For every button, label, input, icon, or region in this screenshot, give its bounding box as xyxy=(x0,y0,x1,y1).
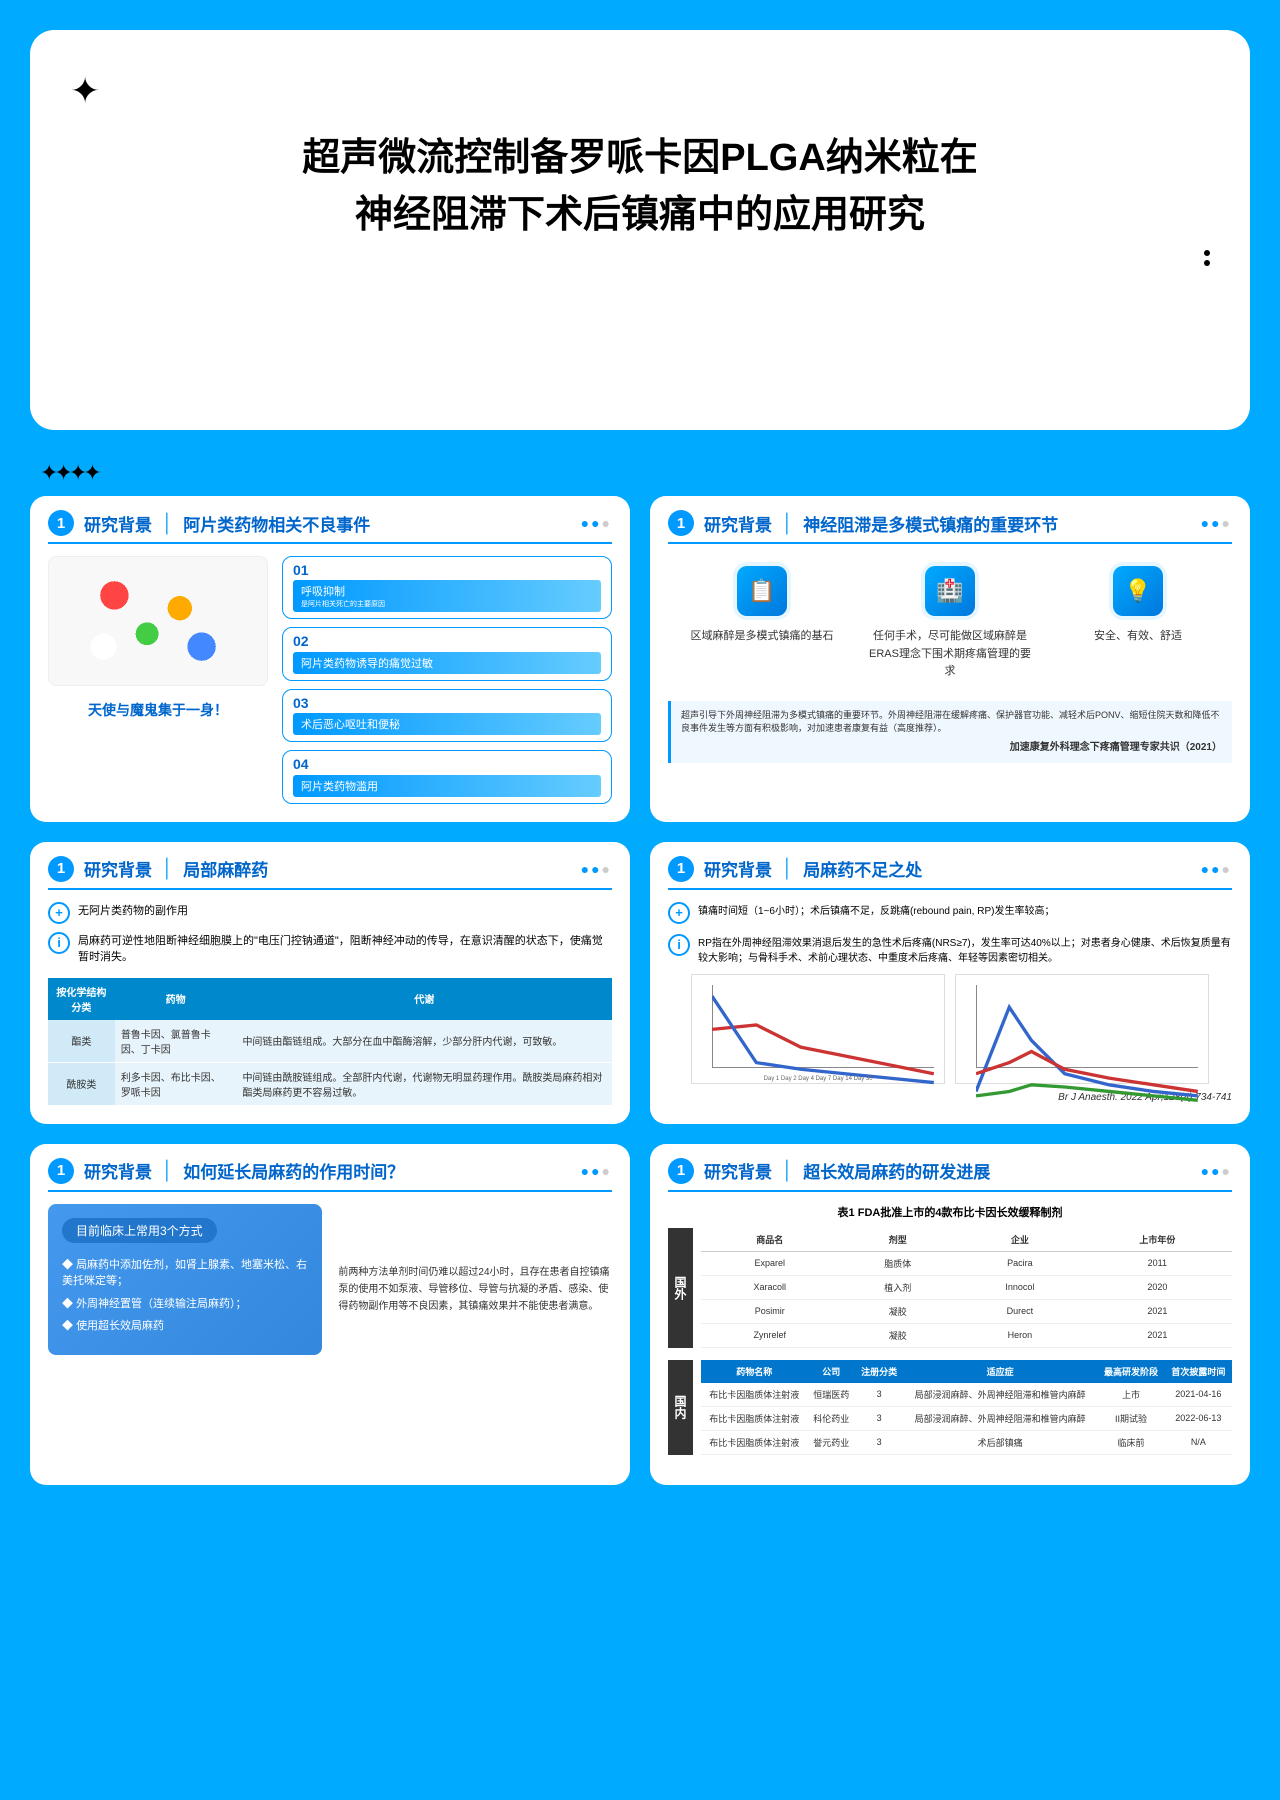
card-header: 1 研究背景 │ 阿片类药物相关不良事件 ●●● xyxy=(48,510,612,544)
table-row: Xaracoll植入剂Innocol2020 xyxy=(701,1275,1232,1299)
section-badge: 1 xyxy=(48,510,74,536)
domestic-products-table: 药物名称 公司 注册分类 适应症 最高研发阶段 首次披露时间 布比卡因脂质体注射… xyxy=(701,1360,1232,1455)
list-item: 01 呼吸抑制是阿片相关死亡的主要原因 xyxy=(282,556,612,619)
table-row: Zynrelef凝胶Heron2021 xyxy=(701,1323,1232,1347)
feature-box: 💡 安全、有效、舒适 xyxy=(1053,566,1222,681)
lightbulb-icon: 💡 xyxy=(1113,566,1163,616)
info-icon: i xyxy=(668,934,690,956)
card-local-anesthetic: 1 研究背景 │ 局部麻醉药 ●●● +无阿片类药物的副作用 i局麻药可逆性地阻… xyxy=(30,842,630,1124)
card-header: 1 研究背景 │ 神经阻滞是多模式镇痛的重要环节 ●●● xyxy=(668,510,1232,544)
table-row: 布比卡因脂质体注射液恒瑞医药3局部浸润麻醉、外周神经阻滞和椎管内麻醉上市2021… xyxy=(701,1383,1232,1407)
title-slide: ✦ 超声微流控制备罗哌卡因PLGA纳米粒在 神经阻滞下术后镇痛中的应用研究 xyxy=(30,30,1250,430)
section-label: 研究背景 xyxy=(84,511,152,536)
table-row: 布比卡因脂质体注射液科伦药业3局部浸润麻醉、外周神经阻滞和椎管内麻醉II期试验2… xyxy=(701,1406,1232,1430)
domestic-label: 国内 xyxy=(668,1360,693,1455)
pain-score-chart: Day 1 Day 2 Day 4 Day 7 Day 14 Day 30 xyxy=(691,974,945,1084)
decorative-dots xyxy=(1204,250,1210,266)
clipboard-icon: 📋 xyxy=(737,566,787,616)
feature-box: 📋 区域麻醉是多模式镇痛的基石 xyxy=(677,566,846,681)
feature-box: 🏥 任何手术，尽可能做区域麻醉是ERAS理念下围术期疼痛管理的要求 xyxy=(865,566,1034,681)
plus-icon: + xyxy=(668,902,690,924)
methods-box: 目前临床上常用3个方式 局麻药中添加佐剂，如肾上腺素、地塞米松、右美托咪定等； … xyxy=(48,1204,322,1355)
header-dots-icon: ●●● xyxy=(581,515,612,531)
card-title: 神经阻滞是多模式镇痛的重要环节 xyxy=(803,511,1058,536)
sparkle-icon: ✦ xyxy=(70,70,100,112)
drug-classification-table: 按化学结构分类 药物 代谢 酯类 普鲁卡因、氯普鲁卡因、丁卡因 中间链由酯链组成… xyxy=(48,978,612,1106)
card-header: 1 研究背景 │ 如何延长局麻药的作用时间？ ●●● xyxy=(48,1158,612,1192)
table-row: 酯类 普鲁卡因、氯普鲁卡因、丁卡因 中间链由酯链组成。大部分在血中酯酶溶解，少部… xyxy=(48,1020,612,1063)
card-header: 1 研究背景 │ 局部麻醉药 ●●● xyxy=(48,856,612,890)
info-icon: i xyxy=(48,932,70,954)
list-item: 02 阿片类药物诱导的痛觉过敏 xyxy=(282,627,612,680)
list-item: 04 阿片类药物滥用 xyxy=(282,750,612,803)
header-dots-icon: ●●● xyxy=(1201,515,1232,531)
adverse-list: 01 呼吸抑制是阿片相关死亡的主要原因 02 阿片类药物诱导的痛觉过敏 03 术… xyxy=(282,556,612,804)
pills-image xyxy=(48,556,268,686)
list-item: 03 术后恶心呕吐和便秘 xyxy=(282,689,612,742)
citation: 加速康复外科理念下疼痛管理专家共识（2021） xyxy=(681,740,1222,755)
foreign-products-table: 商品名 剂型 企业 上市年份 Exparel脂质体Pacira2011 Xara… xyxy=(701,1228,1232,1348)
card-header: 1 研究背景 │ 超长效局麻药的研发进展 ●●● xyxy=(668,1158,1232,1192)
card-title: 超长效局麻药的研发进展 xyxy=(803,1158,990,1183)
main-title: 超声微流控制备罗哌卡因PLGA纳米粒在 神经阻滞下术后镇痛中的应用研究 xyxy=(70,130,1210,244)
foreign-label: 国外 xyxy=(668,1228,693,1348)
table-row: Posimir凝胶Durect2021 xyxy=(701,1299,1232,1323)
methods-note: 前两种方法单剂时间仍难以超过24小时，且存在患者自控镇痛泵的使用不如泵液、导管移… xyxy=(338,1204,612,1315)
card-rd-progress: 1 研究背景 │ 超长效局麻药的研发进展 ●●● 表1 FDA批准上市的4款布比… xyxy=(650,1144,1250,1485)
card-limitations: 1 研究背景 │ 局麻药不足之处 ●●● +镇痛时间短（1~6小时）；术后镇痛不… xyxy=(650,842,1250,1124)
card-prolong-methods: 1 研究背景 │ 如何延长局麻药的作用时间？ ●●● 目前临床上常用3个方式 局… xyxy=(30,1144,630,1485)
card-title: 局麻药不足之处 xyxy=(803,856,922,881)
slide-grid: 1 研究背景 │ 阿片类药物相关不良事件 ●●● 天使与魔鬼集于一身！ 01 呼… xyxy=(30,496,1250,1485)
section-badge: 1 xyxy=(668,510,694,536)
hospital-icon: 🏥 xyxy=(925,566,975,616)
image-caption: 天使与魔鬼集于一身！ xyxy=(48,700,268,720)
list-item: 使用超长效局麻药 xyxy=(62,1318,308,1335)
footnote: 超声引导下外周神经阻滞为多模式镇痛的重要环节。外周神经阻滞在缓解疼痛、保护器官功… xyxy=(668,701,1232,763)
sparkle-row-icon: ✦✦✦✦ xyxy=(40,460,1250,486)
card-title: 局部麻醉药 xyxy=(183,856,268,881)
table-caption: 表1 FDA批准上市的4款布比卡因长效缓释制剂 xyxy=(668,1204,1232,1220)
list-item: 局麻药中添加佐剂，如肾上腺素、地塞米松、右美托咪定等； xyxy=(62,1257,308,1290)
rebound-pain-chart xyxy=(955,974,1209,1084)
card-title: 如何延长局麻药的作用时间？ xyxy=(183,1158,404,1183)
card-header: 1 研究背景 │ 局麻药不足之处 ●●● xyxy=(668,856,1232,890)
list-item: 外周神经置管（连续输注局麻药）； xyxy=(62,1296,308,1313)
table-row: 酰胺类 利多卡因、布比卡因、罗哌卡因 中间链由酰胺链组成。全部肝内代谢，代谢物无… xyxy=(48,1062,612,1105)
card-adverse-events: 1 研究背景 │ 阿片类药物相关不良事件 ●●● 天使与魔鬼集于一身！ 01 呼… xyxy=(30,496,630,822)
card-nerve-block: 1 研究背景 │ 神经阻滞是多模式镇痛的重要环节 ●●● 📋 区域麻醉是多模式镇… xyxy=(650,496,1250,822)
table-row: 布比卡因脂质体注射液誉元药业3术后部镇痛临床前N/A xyxy=(701,1430,1232,1454)
plus-icon: + xyxy=(48,902,70,924)
card-title: 阿片类药物相关不良事件 xyxy=(183,511,370,536)
table-row: Exparel脂质体Pacira2011 xyxy=(701,1251,1232,1275)
